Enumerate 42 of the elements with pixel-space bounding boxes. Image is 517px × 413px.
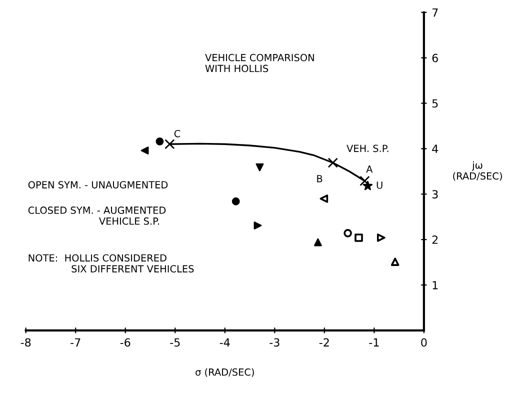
- x-tick-label: -2: [319, 338, 329, 346]
- annotation: CLOSED SYM. - AUGMENTED VEHICLE S.P.: [28, 206, 166, 225]
- point: [156, 137, 164, 146]
- x-tick-label: -5: [170, 338, 180, 347]
- point: [256, 163, 264, 172]
- point: [140, 146, 149, 154]
- point: [328, 158, 338, 168]
- y-tick-label: 7: [432, 8, 438, 17]
- x-axis-title: σ (RAD/SEC): [196, 368, 254, 377]
- point: [354, 234, 363, 242]
- point: [360, 176, 370, 186]
- y-tick-label: 1: [432, 281, 438, 290]
- annotation: VEH. S.P.: [346, 144, 388, 152]
- x-tick-label: -4: [220, 338, 230, 346]
- x-tick-label: -6: [120, 338, 130, 347]
- text: VEHICLE COMPARISON WITH HOLLIS: [205, 54, 314, 72]
- annotation: C: [174, 130, 180, 138]
- point: [232, 197, 240, 206]
- x-tick-label: -8: [20, 338, 31, 347]
- y-tick-label: 5: [432, 99, 438, 108]
- point: [344, 229, 352, 238]
- point: [314, 238, 322, 246]
- point: [376, 234, 386, 242]
- y-tick-label: 3: [432, 190, 438, 198]
- annotation: U: [376, 182, 382, 189]
- x-tick-label: -7: [70, 338, 80, 346]
- annotation: A: [366, 166, 373, 173]
- point: [254, 222, 262, 230]
- x-tick-label: -3: [270, 338, 280, 347]
- point: [320, 194, 328, 203]
- y-tick-label: 2: [432, 236, 438, 244]
- point: [390, 258, 400, 266]
- point: [362, 180, 373, 190]
- annotation: B: [317, 175, 322, 182]
- x-tick-label: -1: [369, 338, 379, 346]
- point: [164, 139, 175, 150]
- annotation: OPEN SYM. - UNAUGMENTED: [28, 181, 168, 188]
- y-axis-title: jω (RAD/SEC): [453, 161, 502, 181]
- x-tick-label: 0: [421, 338, 427, 347]
- annotation: NOTE: HOLLIS CONSIDERED SIX DIFFERENT VEHICLES: [28, 254, 194, 272]
- y-tick-label: 4: [432, 144, 438, 153]
- y-tick-label: 6: [432, 54, 438, 62]
